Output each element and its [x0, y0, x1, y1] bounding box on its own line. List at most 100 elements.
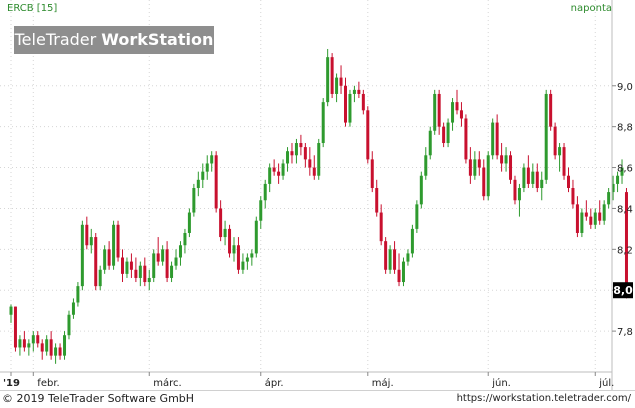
- candle-body: [152, 253, 156, 278]
- candle-body: [317, 143, 321, 176]
- y-tick-label: 8,4: [617, 204, 633, 215]
- website-link[interactable]: https://workstation.teletrader.com/: [456, 393, 631, 404]
- candle: [553, 122, 557, 160]
- candle: [236, 237, 240, 274]
- candle: [522, 163, 526, 193]
- candle-body: [156, 253, 160, 262]
- candle: [352, 85, 356, 103]
- candle: [174, 249, 178, 270]
- copyright-text: © 2019 TeleTrader Software GmbH: [2, 392, 195, 405]
- candle-body: [388, 249, 392, 270]
- candle-body: [522, 167, 526, 188]
- candle-body: [526, 167, 530, 184]
- candle-body: [294, 143, 298, 156]
- candle-body: [584, 212, 588, 217]
- candle: [468, 147, 472, 184]
- candle: [156, 237, 160, 266]
- candle: [504, 147, 508, 172]
- candle-body: [393, 249, 397, 270]
- candle: [259, 196, 263, 229]
- candle-body: [312, 167, 316, 176]
- candle: [80, 220, 84, 291]
- candle: [379, 204, 383, 246]
- candle-body: [468, 159, 472, 176]
- candle: [9, 304, 13, 323]
- candle: [192, 183, 196, 217]
- interval-label: naponta: [570, 3, 612, 14]
- candle-body: [281, 163, 285, 176]
- candle-body: [500, 155, 504, 164]
- x-axis-ticks: '19 febr. márc. ápr. máj. jún. júl.: [3, 372, 614, 389]
- candle-body: [18, 339, 22, 348]
- candle: [446, 118, 450, 148]
- candle: [575, 196, 579, 238]
- watermark-bold-text: WorkStation: [101, 30, 214, 49]
- candle: [558, 143, 562, 172]
- candle-body: [245, 257, 249, 262]
- y-tick-label: 7,8: [617, 327, 633, 338]
- candle: [210, 151, 214, 172]
- candle: [138, 261, 142, 287]
- candle: [277, 163, 281, 184]
- candle: [308, 147, 312, 176]
- candle-body: [263, 183, 267, 201]
- candle: [263, 179, 267, 209]
- candle: [63, 331, 67, 360]
- candle-body: [13, 306, 17, 348]
- candle: [161, 245, 165, 266]
- candle-body: [223, 228, 227, 238]
- teletrader-watermark: TeleTrader WorkStation: [14, 26, 214, 54]
- candle: [49, 331, 53, 360]
- candle-body: [352, 89, 356, 94]
- candle-body: [31, 335, 35, 344]
- candle: [40, 339, 44, 360]
- candle: [103, 245, 107, 274]
- candle-body: [80, 224, 84, 287]
- candle-body: [67, 314, 71, 336]
- candle: [134, 257, 138, 283]
- candle-body: [504, 155, 508, 164]
- candle: [482, 159, 486, 201]
- candle: [531, 163, 535, 188]
- plot-background: [0, 0, 612, 372]
- candle-body: [602, 204, 606, 221]
- candle-body: [236, 245, 240, 270]
- candle-body: [607, 192, 611, 205]
- candle-body: [85, 224, 89, 246]
- candle-body: [366, 110, 370, 160]
- candle-body: [593, 212, 597, 225]
- candle-body: [58, 347, 62, 356]
- candle-body: [22, 339, 26, 348]
- candle: [85, 216, 89, 250]
- candle: [250, 249, 254, 266]
- candle: [201, 163, 205, 188]
- candle-body: [9, 306, 13, 315]
- candle-body: [254, 220, 258, 254]
- candle-body: [384, 241, 388, 270]
- candle: [540, 171, 544, 201]
- candle-body: [379, 212, 383, 242]
- candle-body: [624, 192, 628, 291]
- x-tick-label: jún.: [491, 377, 511, 389]
- candle: [121, 249, 124, 283]
- candle-body: [589, 216, 593, 225]
- candle-body: [370, 159, 374, 188]
- candle: [45, 335, 49, 356]
- candle: [624, 188, 628, 299]
- candle-body: [517, 188, 521, 201]
- candle: [339, 65, 343, 94]
- candle: [544, 89, 548, 184]
- candle-body: [335, 77, 339, 94]
- candle: [76, 282, 80, 307]
- candle-body: [116, 224, 120, 258]
- candle: [393, 241, 397, 274]
- instrument-symbol: ERCB [15]: [7, 3, 58, 14]
- candle: [486, 151, 490, 201]
- x-tick-label: febr.: [37, 378, 59, 389]
- candle-body: [183, 232, 187, 246]
- candle: [98, 265, 102, 291]
- candle-body: [49, 339, 53, 356]
- candle-body: [103, 249, 107, 270]
- candle: [397, 253, 401, 287]
- candle-body: [107, 249, 111, 266]
